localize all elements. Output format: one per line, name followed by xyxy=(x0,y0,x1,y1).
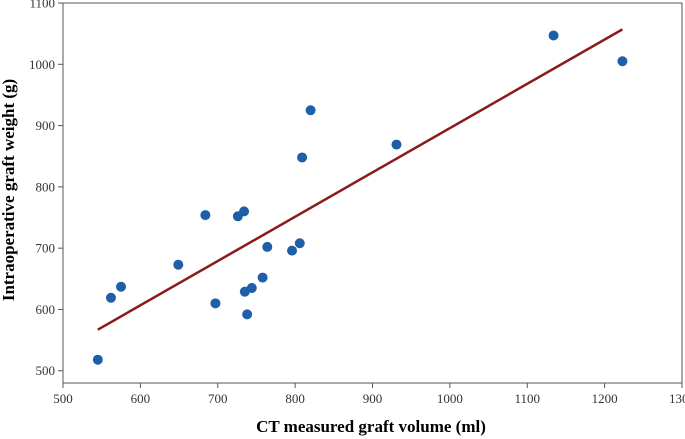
data-point xyxy=(116,281,127,292)
regression-line xyxy=(97,28,624,331)
x-tick-label: 600 xyxy=(131,391,151,406)
data-point xyxy=(92,354,103,365)
data-point xyxy=(617,56,628,67)
x-tick-label: 800 xyxy=(285,391,305,406)
data-point xyxy=(297,152,308,163)
data-point xyxy=(287,245,298,256)
data-points-group xyxy=(92,30,628,365)
y-axis-title: Intraoperative graft weight (g) xyxy=(0,79,18,301)
x-tick-label: 900 xyxy=(363,391,383,406)
x-tick-label: 1000 xyxy=(437,391,463,406)
data-point xyxy=(239,206,250,217)
x-tick-label: 1100 xyxy=(514,391,540,406)
plot-frame xyxy=(62,2,683,384)
fit-line-group xyxy=(97,28,624,331)
data-point xyxy=(257,272,268,283)
y-tick-label: 1100 xyxy=(29,0,55,11)
y-tick-label: 700 xyxy=(36,241,56,256)
data-point xyxy=(105,292,116,303)
y-tick-label: 500 xyxy=(36,363,56,378)
y-tick-label: 900 xyxy=(36,118,56,133)
data-point xyxy=(200,210,211,221)
data-point xyxy=(548,30,559,41)
data-point xyxy=(242,309,253,320)
data-point xyxy=(246,283,257,293)
data-point xyxy=(210,298,221,309)
y-tick-label: 1000 xyxy=(29,57,55,72)
data-point xyxy=(391,139,402,150)
x-tick-label: 700 xyxy=(208,391,228,406)
y-tick-label: 600 xyxy=(36,302,56,317)
x-axis-title: CT measured graft volume (ml) xyxy=(256,417,486,436)
data-point xyxy=(173,259,184,270)
x-tick-label: 500 xyxy=(53,391,73,406)
axes-group: 500 600 700 800 900 1000 1100 1200 1300 500 600 700… xyxy=(29,0,685,406)
data-point xyxy=(262,241,273,252)
data-point xyxy=(305,105,316,116)
y-tick-label: 800 xyxy=(36,179,56,194)
data-point xyxy=(294,238,305,249)
x-tick-label: 1300 xyxy=(669,391,685,406)
x-tick-label: 1200 xyxy=(592,391,618,406)
